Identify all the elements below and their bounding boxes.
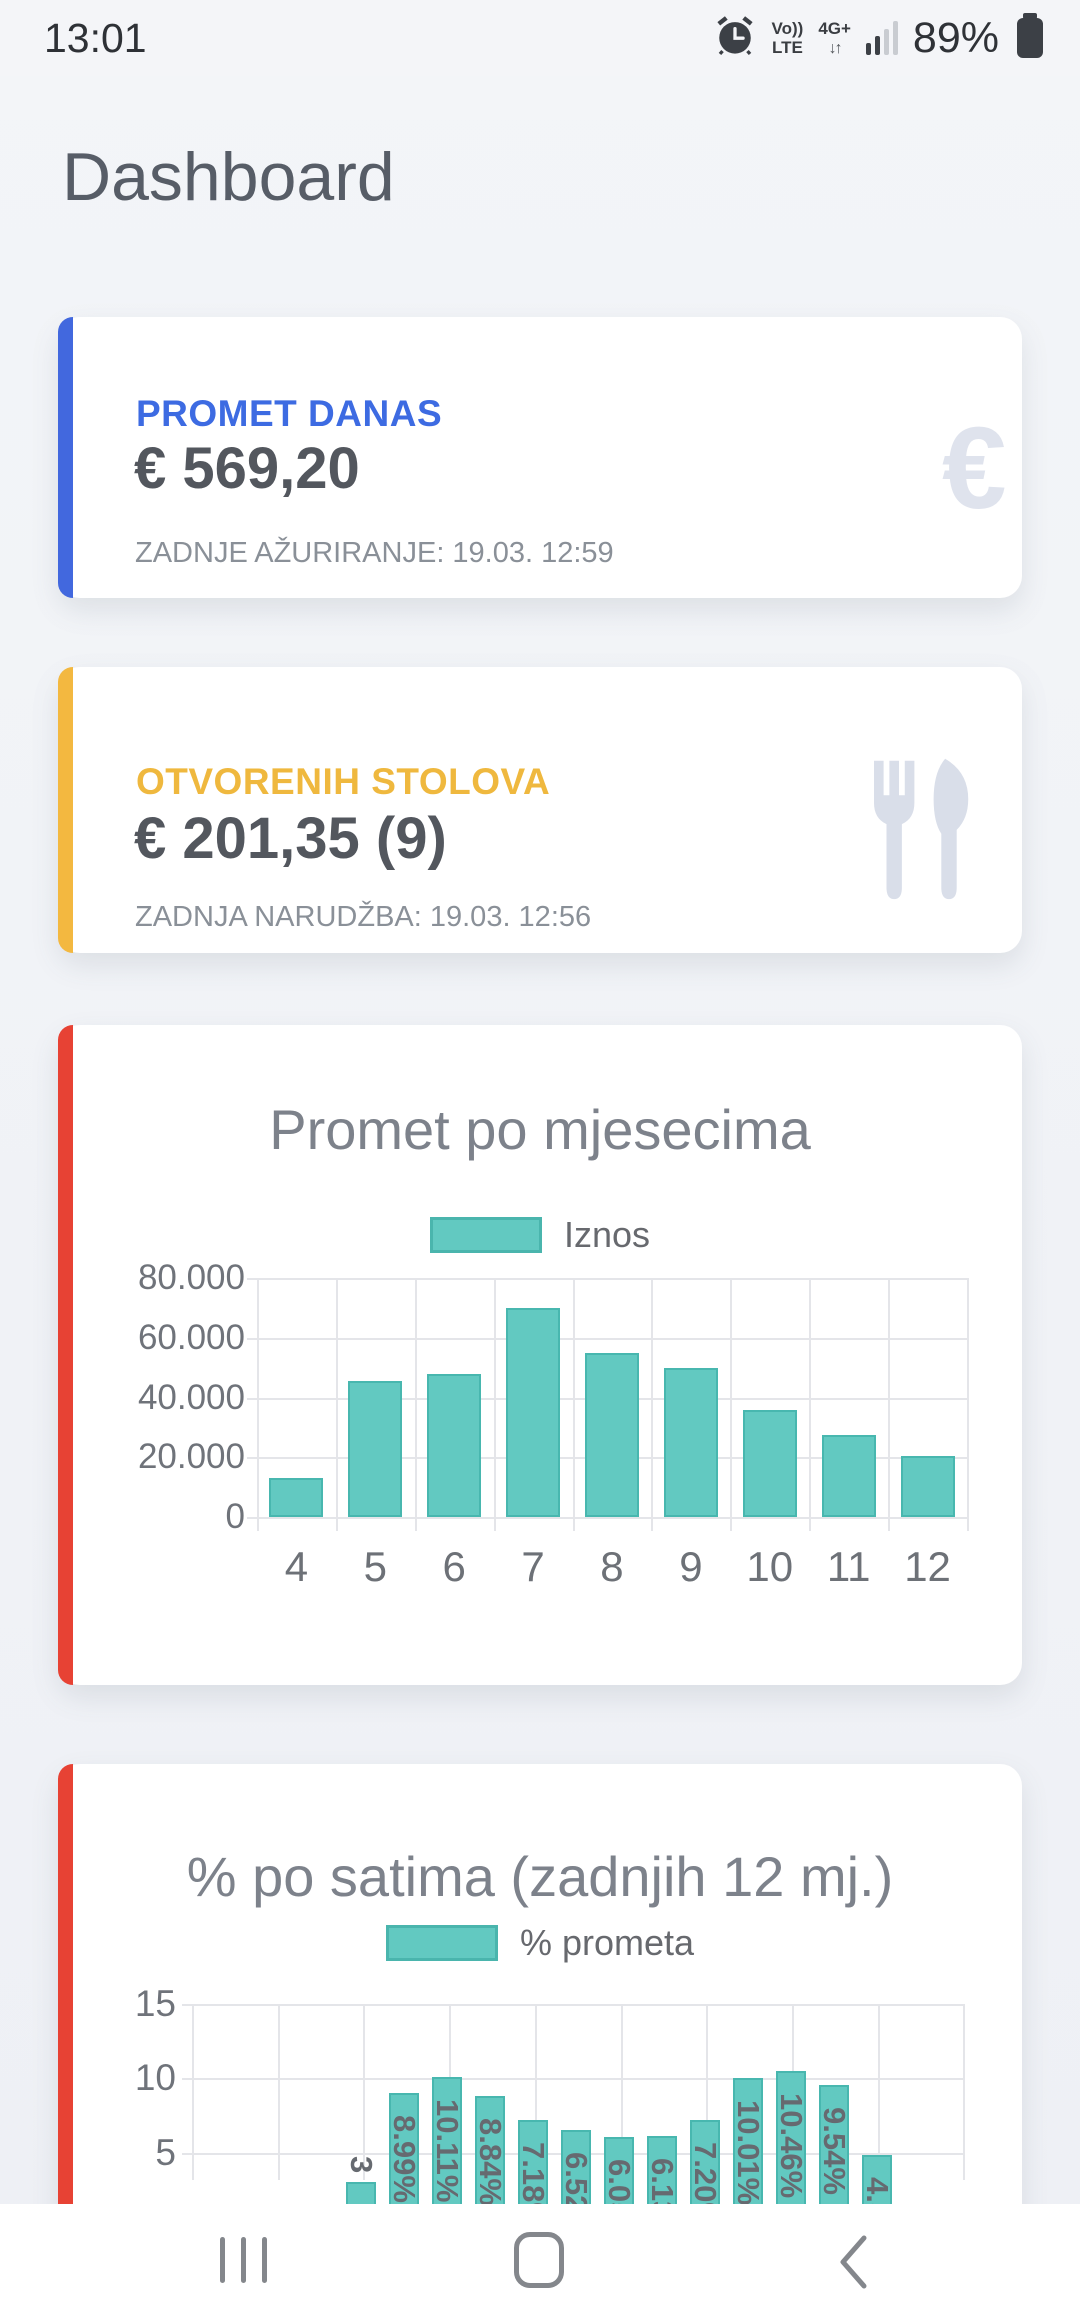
chart-title: Promet po mjesecima — [269, 1098, 811, 1161]
bar — [821, 1434, 876, 1517]
status-icons: Vo)) LTE 4G+ ↓↑ 89% — [713, 12, 1046, 65]
y-axis-tick-label: 40.000 — [137, 1377, 245, 1417]
grid-line — [277, 2004, 280, 2180]
utensils-icon — [864, 753, 984, 908]
bar — [269, 1477, 324, 1517]
grid-line — [247, 1278, 967, 1280]
card-label: PROMET DANAS — [136, 393, 443, 434]
card-accent-yellow — [58, 667, 73, 953]
grid-line — [335, 1278, 338, 1531]
bar — [900, 1456, 955, 1517]
y-axis-tick-label: 80.000 — [137, 1258, 245, 1297]
legend-swatch-icon — [429, 1217, 542, 1253]
y-axis-tick-label: 60.000 — [137, 1317, 245, 1357]
x-axis-tick-label: 11 — [826, 1543, 871, 1590]
bar — [348, 1380, 403, 1517]
legend-label: % prometa — [519, 1922, 695, 1963]
grid-line — [706, 2004, 709, 2180]
grid-line — [257, 1278, 259, 1531]
signal-strength-icon — [865, 21, 898, 55]
network-type-icon: 4G+ ↓↑ — [818, 19, 851, 58]
card-value: € 569,20 — [134, 436, 360, 501]
grid-line — [247, 1337, 967, 1340]
volte-icon: Vo)) LTE — [772, 19, 804, 57]
page-title: Dashboard — [62, 139, 395, 215]
bar-value-label: 3 — [344, 2156, 379, 2174]
x-axis-tick-label: 4 — [284, 1543, 309, 1590]
grid-line — [967, 1278, 969, 1531]
android-nav-bar — [0, 2204, 1080, 2316]
card-caption: ZADNJE AŽURIRANJE: 19.03. 12:59 — [135, 537, 614, 569]
alarm-icon — [713, 14, 757, 63]
bar-value-label: 10.01% — [731, 2100, 766, 2206]
x-axis-tick-label: 9 — [679, 1543, 703, 1590]
grid-line — [809, 1278, 812, 1531]
x-axis-tick-label: 12 — [904, 1543, 951, 1590]
bar-chart-monthly: 0 20.000 40.000 60.000 80.000 4 5 6 7 8 9 10 11 12 — [58, 1025, 1022, 1685]
y-axis-tick-label: 20.000 — [137, 1437, 245, 1477]
card-promet-danas: PROMET DANAS € 569,20 ZADNJE AŽURIRANJE:… — [58, 317, 1022, 598]
grid-line — [730, 1278, 733, 1531]
bar-value-label: 8.84% — [473, 2117, 508, 2206]
x-axis-tick-label: 6 — [442, 1543, 466, 1590]
legend-swatch-icon — [385, 1925, 498, 1961]
euro-sign-icon: € — [942, 403, 1007, 533]
x-axis-tick-label: 8 — [600, 1543, 624, 1590]
card-accent-red — [58, 1025, 73, 1685]
card-caption: ZADNJA NARUDŽBA: 19.03. 12:56 — [135, 901, 592, 933]
bar-value-label: 10.11% — [430, 2098, 465, 2203]
grid-line — [877, 2004, 880, 2180]
grid-line — [192, 2004, 194, 2180]
chart-title: % po satima (zadnjih 12 mj.) — [186, 1845, 894, 1908]
legend-label: Iznos — [563, 1214, 651, 1255]
x-axis-tick-label: 5 — [363, 1543, 387, 1590]
bar — [663, 1367, 718, 1517]
grid-line — [888, 1278, 891, 1531]
y-axis-tick-label: 10 — [134, 2057, 176, 2099]
chart-legend: % prometa — [58, 1922, 1022, 1964]
back-button[interactable] — [836, 2234, 870, 2295]
bar — [742, 1410, 797, 1517]
status-clock: 13:01 — [44, 14, 147, 61]
recents-button[interactable] — [220, 2237, 267, 2283]
battery-percentage: 89% — [912, 13, 999, 62]
bar — [427, 1373, 482, 1517]
bar — [585, 1352, 639, 1517]
grid-line — [247, 1517, 967, 1519]
volte-line1: Vo)) — [771, 19, 804, 38]
bar-value-label: 8.99% — [387, 2115, 422, 2204]
grid-line — [363, 2004, 366, 2180]
grid-line — [182, 2078, 963, 2081]
card-label: OTVORENIH STOLOVA — [136, 761, 551, 802]
card-accent-blue — [58, 317, 73, 598]
status-bar: 13:01 Vo)) LTE 4G+ ↓↑ — [0, 0, 1080, 76]
y-axis-tick-label: 0 — [225, 1497, 245, 1536]
grid-line — [534, 2004, 537, 2180]
bar-value-label: 9.54% — [817, 2107, 852, 2196]
y-axis-tick-label: 15 — [134, 1982, 176, 2024]
data-arrows-icon: ↓↑ — [828, 39, 843, 57]
grid-line — [414, 1278, 417, 1531]
grid-line — [572, 1278, 575, 1531]
card-otvoreni-stolovi: OTVORENIH STOLOVA € 201,35 (9) ZADNJA NA… — [58, 667, 1022, 953]
network-4g: 4G+ — [818, 18, 851, 38]
card-chart-monthly: Promet po mjesecima Iznos 0 20.000 40.000 6… — [58, 1025, 1022, 1685]
card-accent-red — [58, 1764, 73, 2284]
battery-icon — [1014, 12, 1046, 65]
grid-line — [651, 1278, 654, 1531]
card-value: € 201,35 (9) — [134, 806, 447, 871]
x-axis-tick-label: 7 — [521, 1543, 545, 1590]
volte-line2: LTE — [771, 38, 803, 57]
grid-line — [493, 1278, 496, 1531]
grid-line — [620, 2004, 623, 2180]
bar — [506, 1308, 561, 1517]
grid-line — [963, 2004, 966, 2180]
x-axis-tick-label: 10 — [746, 1543, 794, 1590]
y-axis-tick-label: 5 — [155, 2131, 176, 2173]
bar-value-label: 10.46% — [774, 2093, 809, 2199]
home-button[interactable] — [514, 2232, 564, 2288]
grid-line — [182, 2003, 963, 2006]
chart-legend: Iznos — [58, 1214, 1022, 1256]
